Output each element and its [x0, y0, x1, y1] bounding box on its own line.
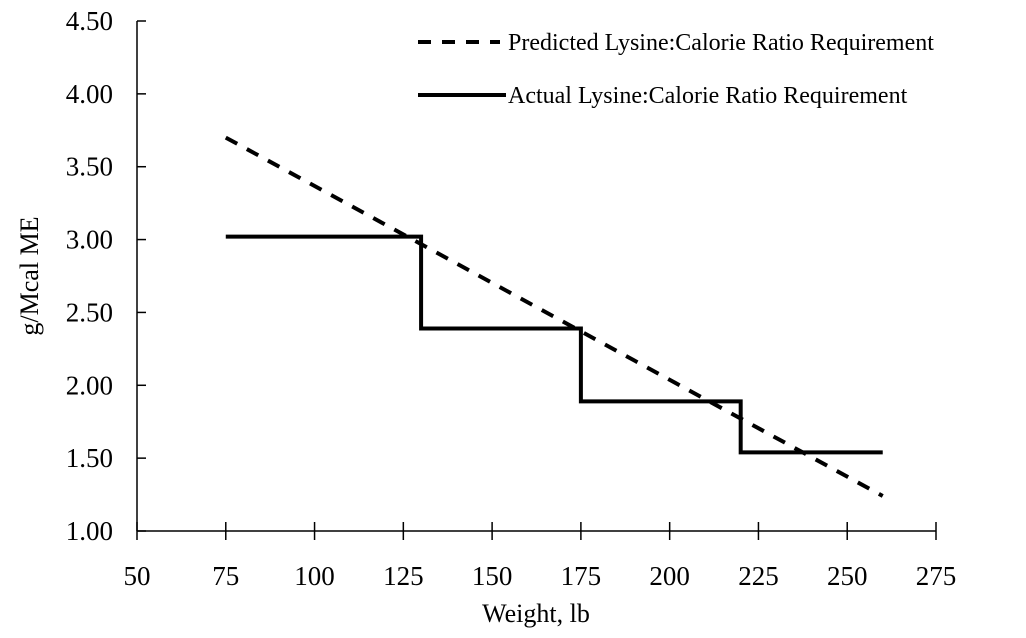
x-tick-label: 100	[294, 561, 335, 591]
y-tick-label: 3.00	[66, 225, 113, 255]
legend-label-actual: Actual Lysine:Calorie Ratio Requirement	[508, 83, 908, 109]
x-tick-label: 200	[649, 561, 690, 591]
y-tick-label: 3.50	[66, 152, 113, 182]
series-predicted-line	[224, 135, 884, 498]
x-tick-label: 125	[383, 561, 424, 591]
x-tick-label: 175	[561, 561, 602, 591]
axes	[136, 21, 936, 532]
y-ticks: 1.00 1.50 2.00 2.50 3.00 3.50 4.00 4.50	[66, 6, 146, 546]
x-tick-label: 50	[124, 561, 151, 591]
y-axis-title: g/Mcal ME	[15, 216, 44, 335]
y-tick-label: 2.00	[66, 370, 113, 400]
x-tick-label: 225	[738, 561, 779, 591]
y-tick-label: 4.50	[66, 6, 113, 36]
x-axis-title: Weight, lb	[482, 599, 590, 628]
x-tick-label: 150	[472, 561, 513, 591]
legend-label-predicted: Predicted Lysine:Calorie Ratio Requireme…	[508, 30, 934, 56]
x-tick-label: 75	[212, 561, 239, 591]
y-tick-label: 1.50	[66, 443, 113, 473]
y-tick-label: 2.50	[66, 297, 113, 327]
y-tick-label: 1.00	[66, 516, 113, 546]
y-tick-label: 4.00	[66, 79, 113, 109]
series-layer	[224, 135, 884, 498]
x-tick-label: 275	[916, 561, 957, 591]
x-tick-label: 250	[827, 561, 868, 591]
legend: Predicted Lysine:Calorie Ratio Requireme…	[418, 30, 934, 109]
x-ticks: 50 75 100 125 150 175 200 225 250 275	[124, 522, 957, 591]
series-actual-line	[225, 234, 883, 455]
